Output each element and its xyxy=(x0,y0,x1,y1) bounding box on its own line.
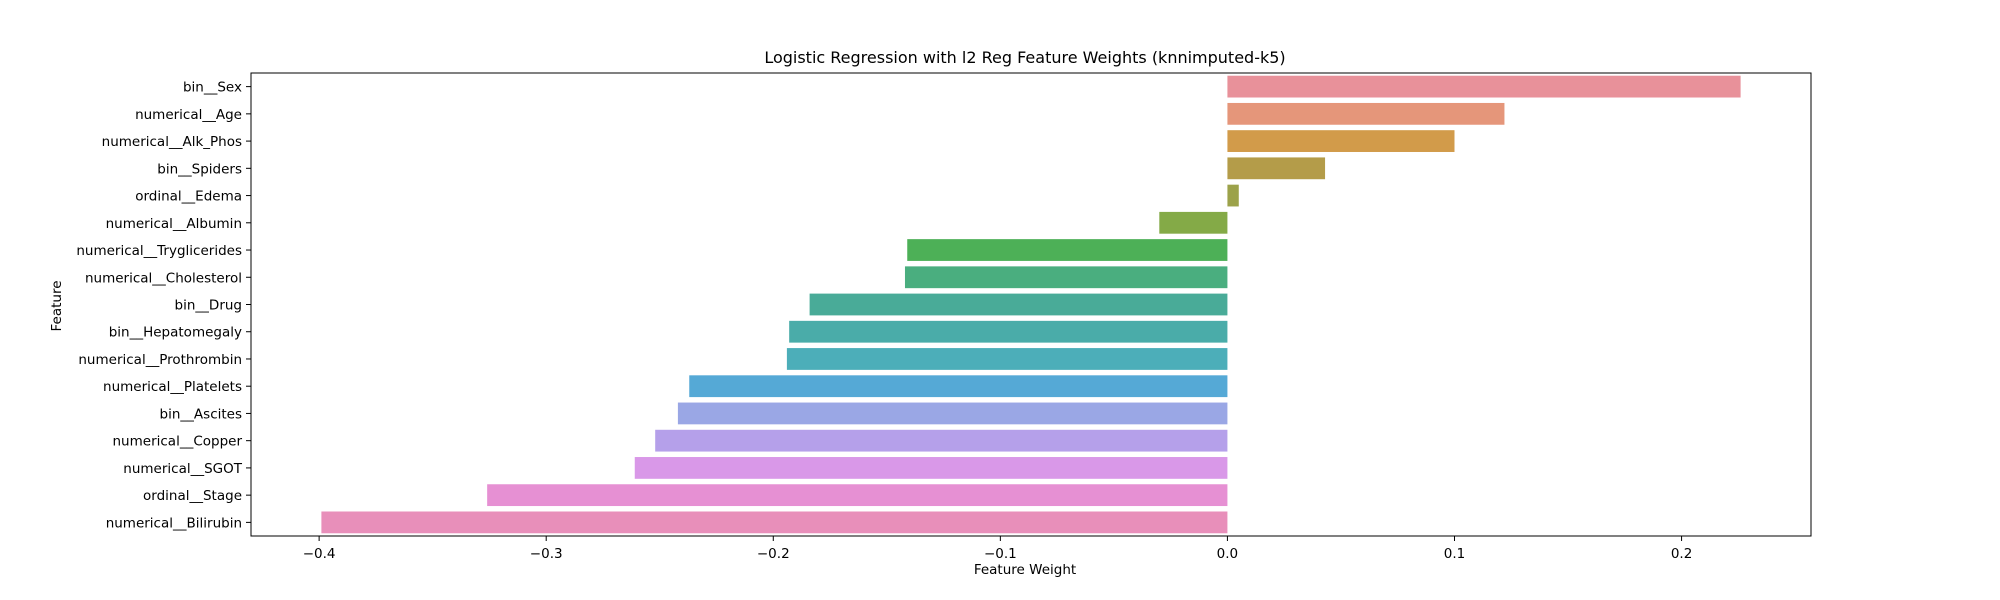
bar-numerical__Cholesterol xyxy=(904,266,1228,289)
y-tick-label: numerical__Platelets xyxy=(103,379,242,395)
y-tick-label: numerical__Cholesterol xyxy=(85,270,242,286)
x-tick-label: −0.4 xyxy=(303,546,336,562)
y-tick-label: numerical__Bilirubin xyxy=(106,515,242,531)
bar-numerical__Albumin xyxy=(1159,211,1228,234)
bar-numerical__Platelets xyxy=(689,375,1228,398)
bar-numerical__Copper xyxy=(655,429,1228,452)
bar-ordinal__Stage xyxy=(487,484,1228,507)
x-tick-label: 0.1 xyxy=(1444,546,1465,562)
bar-numerical__SGOT xyxy=(634,457,1228,479)
y-tick-label: numerical__Age xyxy=(135,107,242,123)
y-tick-label: numerical__SGOT xyxy=(123,461,242,477)
y-axis-label: Feature xyxy=(49,280,65,331)
plot-area-frame xyxy=(250,72,1812,537)
x-tick-label: 0.0 xyxy=(1217,546,1238,562)
x-tick-label: −0.2 xyxy=(757,546,790,562)
bar-numerical__Age xyxy=(1227,102,1505,125)
y-axis-ticks: bin__Sex numerical__Age numerical__Alk_Pho… xyxy=(76,80,251,531)
y-tick-label: numerical__Copper xyxy=(113,434,243,450)
y-tick-label: bin__Spiders xyxy=(157,161,242,177)
bar-bin__Hepatomegaly xyxy=(789,320,1228,343)
x-tick-label: −0.1 xyxy=(984,546,1017,562)
x-tick-label: −0.3 xyxy=(530,546,563,562)
y-tick-label: bin__Ascites xyxy=(160,406,242,422)
y-tick-label: bin__Drug xyxy=(175,298,242,314)
chart-title: Logistic Regression with l2 Reg Feature … xyxy=(764,48,1285,67)
y-tick-label: ordinal__Stage xyxy=(143,488,242,504)
bar-bin__Spiders xyxy=(1227,157,1326,180)
x-axis-ticks: −0.4 −0.3 −0.2 −0.1 0.0 0.1 0.2 xyxy=(303,536,1692,562)
bar-bin__Drug xyxy=(809,293,1228,316)
y-tick-label: numerical__Prothrombin xyxy=(78,352,242,368)
y-tick-label: numerical__Tryglicerides xyxy=(76,243,242,259)
bars-group xyxy=(321,75,1741,534)
y-tick-label: numerical__Alk_Phos xyxy=(102,134,242,150)
x-tick-label: 0.2 xyxy=(1671,546,1692,562)
bar-ordinal__Edema xyxy=(1227,184,1239,207)
bar-numerical__Prothrombin xyxy=(786,348,1228,370)
bar-bin__Sex xyxy=(1227,75,1741,98)
bar-bin__Ascites xyxy=(677,402,1228,425)
bar-numerical__Bilirubin xyxy=(321,511,1228,534)
bar-numerical__Tryglicerides xyxy=(907,239,1228,261)
bar-numerical__Alk_Phos xyxy=(1227,130,1455,152)
y-tick-label: ordinal__Edema xyxy=(135,189,242,205)
y-tick-label: numerical__Albumin xyxy=(106,216,242,232)
y-tick-label: bin__Hepatomegaly xyxy=(109,325,242,341)
x-axis-label: Feature Weight xyxy=(974,562,1076,578)
y-tick-label: bin__Sex xyxy=(183,80,242,96)
